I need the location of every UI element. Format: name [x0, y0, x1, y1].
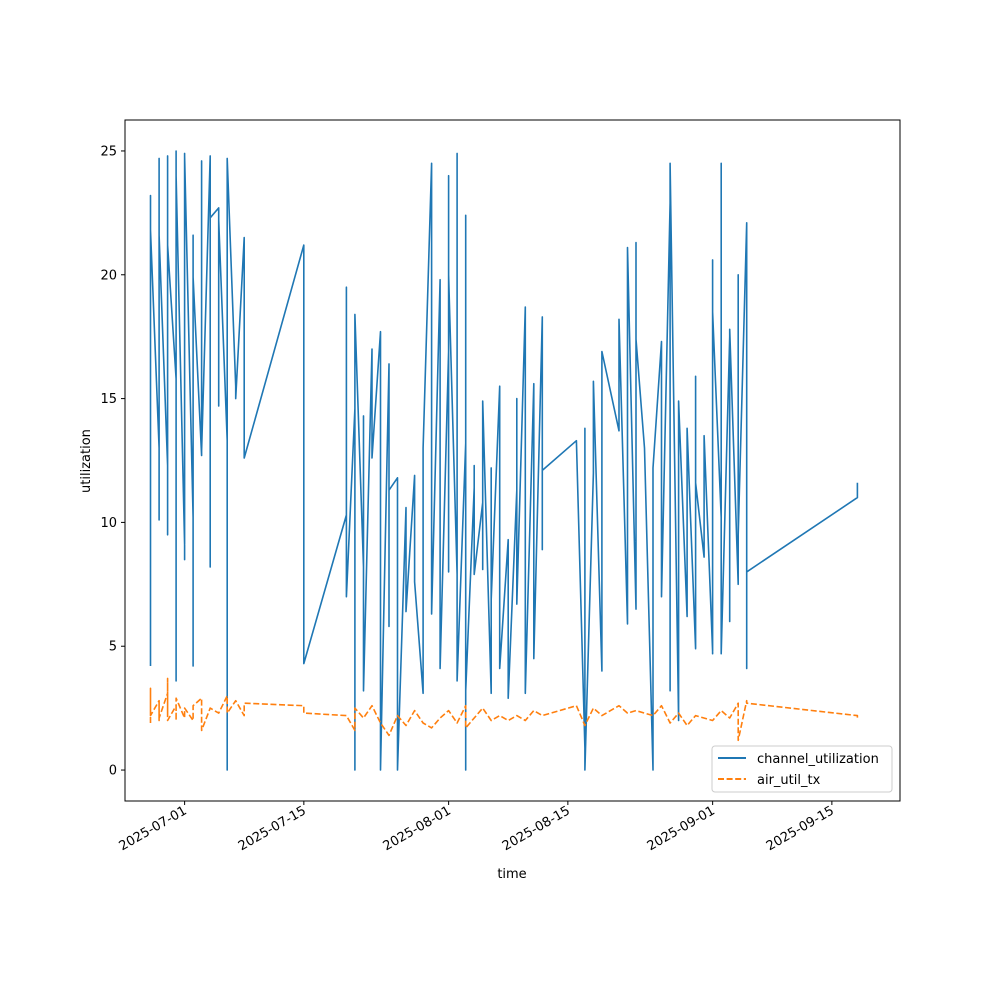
y-tick-label: 5 — [109, 640, 117, 655]
y-tick-label: 20 — [100, 268, 117, 283]
legend: channel_utilization air_util_tx — [711, 745, 893, 793]
y-tick-label: 10 — [100, 516, 117, 531]
legend-label-air-util-tx: air_util_tx — [757, 773, 821, 788]
series-layer — [149, 150, 859, 771]
legend-box — [711, 745, 893, 793]
series-line-channel-utilization — [149, 150, 859, 771]
y-tick-label: 15 — [100, 392, 117, 407]
y-tick-label: 0 — [109, 764, 117, 779]
series-line-air-util-tx — [149, 677, 859, 742]
y-axis-label: utilization — [79, 429, 94, 493]
legend-label-channel-utilization: channel_utilization — [757, 752, 879, 767]
y-axis: 0 5 10 15 20 25 — [100, 144, 125, 779]
plot-frame — [124, 119, 901, 802]
y-tick-label: 25 — [100, 144, 117, 159]
x-axis-label: time — [497, 867, 526, 882]
